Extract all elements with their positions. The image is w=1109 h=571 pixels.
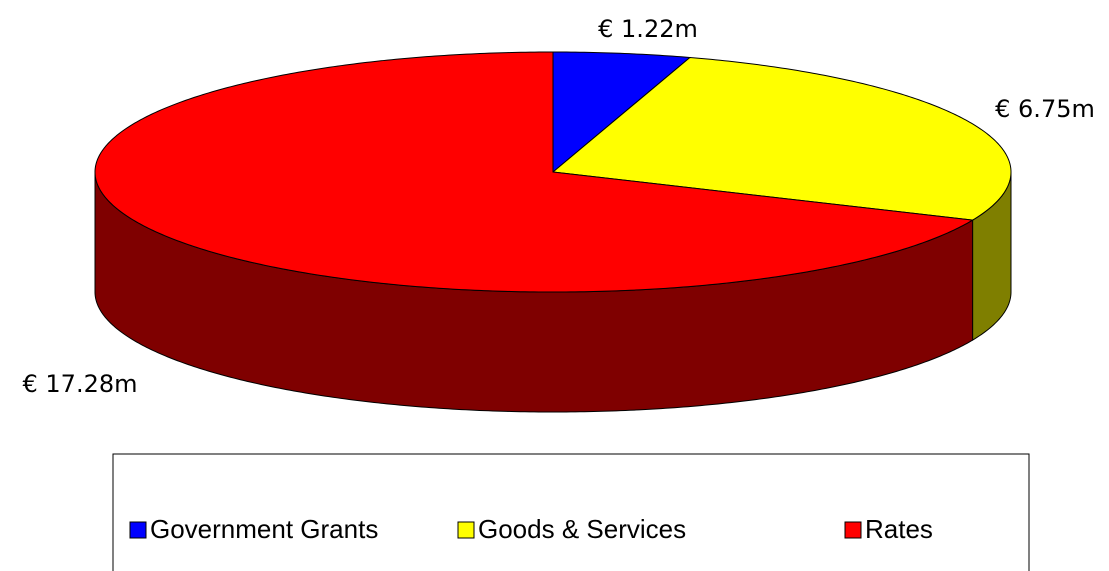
data-label: € 6.75m <box>995 95 1095 123</box>
legend-label: Rates <box>865 514 933 544</box>
legend-label: Goods & Services <box>478 514 686 544</box>
legend-swatch <box>844 521 862 539</box>
pie-slice <box>551 56 1012 221</box>
legend-box <box>112 453 1030 571</box>
pie-slice <box>94 51 975 293</box>
legend-swatch <box>129 521 147 539</box>
pie-slice <box>552 51 692 174</box>
data-label: € 17.28m <box>23 370 138 398</box>
data-label: € 1.22m <box>598 15 698 43</box>
legend-swatch <box>457 521 475 539</box>
legend-label: Government Grants <box>150 514 378 544</box>
